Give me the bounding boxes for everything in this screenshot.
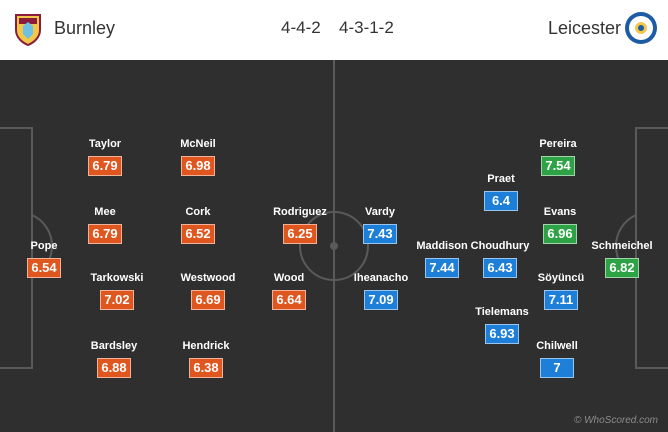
home-player[interactable]: Pope 6.54 xyxy=(4,240,84,278)
player-rating-badge: 7.09 xyxy=(364,290,398,310)
pitch: Taylor 6.79 McNeil 6.98 Mee 6.79 Cork 6.52 Rodri… xyxy=(0,60,668,432)
home-player[interactable]: Mee 6.79 xyxy=(65,206,145,244)
player-rating-badge: 6.4 xyxy=(484,191,518,211)
player-rating-badge: 6.79 xyxy=(88,156,122,176)
player-rating-badge: 7.43 xyxy=(363,224,397,244)
home-player[interactable]: Rodriguez 6.25 xyxy=(260,206,340,244)
player-rating-badge: 7.02 xyxy=(100,290,134,310)
player-rating-badge: 7 xyxy=(540,358,574,378)
home-player[interactable]: Cork 6.52 xyxy=(158,206,238,244)
player-rating-badge: 6.82 xyxy=(605,258,639,278)
home-player[interactable]: McNeil 6.98 xyxy=(158,138,238,176)
player-name: Vardy xyxy=(365,206,395,218)
away-player[interactable]: Vardy 7.43 xyxy=(340,206,420,244)
player-rating-badge: 7.54 xyxy=(541,156,575,176)
home-player[interactable]: Taylor 6.79 xyxy=(65,138,145,176)
away-player[interactable]: Praet 6.4 xyxy=(461,173,541,211)
player-rating-badge: 7.44 xyxy=(425,258,459,278)
player-name: Taylor xyxy=(88,138,122,150)
player-name: Chilwell xyxy=(536,340,578,352)
player-name: Evans xyxy=(543,206,577,218)
player-name: Pereira xyxy=(539,138,577,150)
away-player[interactable]: Schmeichel 6.82 xyxy=(582,240,662,278)
watermark: © WhoScored.com xyxy=(573,415,658,426)
player-rating-badge: 6.43 xyxy=(483,258,517,278)
player-rating-badge: 6.54 xyxy=(27,258,61,278)
match-header: Burnley 4-4-2 4-3-1-2 Leicester xyxy=(0,0,668,60)
player-name: Bardsley xyxy=(90,340,138,352)
home-formation: 4-4-2 xyxy=(281,18,321,37)
home-player[interactable]: Westwood 6.69 xyxy=(168,272,248,310)
away-player[interactable]: Iheanacho 7.09 xyxy=(341,272,421,310)
player-rating-badge: 6.93 xyxy=(485,324,519,344)
away-player[interactable]: Tielemans 6.93 xyxy=(462,306,542,344)
away-player[interactable]: Söyüncü 7.11 xyxy=(521,272,601,310)
player-rating-badge: 7.11 xyxy=(544,290,578,310)
home-player[interactable]: Tarkowski 7.02 xyxy=(77,272,157,310)
player-name: Tarkowski xyxy=(90,272,144,284)
player-name: Hendrick xyxy=(182,340,230,352)
player-rating-badge: 6.64 xyxy=(272,290,306,310)
leicester-crest-icon xyxy=(625,12,657,44)
away-player[interactable]: Pereira 7.54 xyxy=(518,138,598,176)
away-player[interactable]: Chilwell 7 xyxy=(517,340,597,378)
player-rating-badge: 6.25 xyxy=(283,224,317,244)
home-player[interactable]: Hendrick 6.38 xyxy=(166,340,246,378)
player-name: Cork xyxy=(185,206,211,218)
player-rating-badge: 6.88 xyxy=(97,358,131,378)
burnley-crest-icon xyxy=(15,14,41,46)
player-rating-badge: 6.96 xyxy=(543,224,577,244)
player-name: Choudhury xyxy=(470,240,530,252)
away-team-name: Leicester xyxy=(548,18,622,38)
player-name: Praet xyxy=(487,173,515,185)
player-name: Westwood xyxy=(180,272,236,284)
player-name: Maddison xyxy=(416,240,468,252)
player-rating-badge: 6.79 xyxy=(88,224,122,244)
player-rating-badge: 6.98 xyxy=(181,156,215,176)
home-player[interactable]: Wood 6.64 xyxy=(249,272,329,310)
player-name: Söyüncü xyxy=(537,272,585,284)
away-player[interactable]: Choudhury 6.43 xyxy=(460,240,540,278)
player-name: Tielemans xyxy=(475,306,529,318)
player-rating-badge: 6.38 xyxy=(189,358,223,378)
player-name: Wood xyxy=(273,272,305,284)
home-team-name: Burnley xyxy=(54,18,116,38)
player-name: Rodriguez xyxy=(273,206,327,218)
player-name: Schmeichel xyxy=(591,240,653,252)
away-player[interactable]: Evans 6.96 xyxy=(520,206,600,244)
away-formation: 4-3-1-2 xyxy=(339,18,394,37)
player-name: Iheanacho xyxy=(353,272,409,284)
player-rating-badge: 6.69 xyxy=(191,290,225,310)
away-player[interactable]: Maddison 7.44 xyxy=(402,240,482,278)
player-name: Pope xyxy=(30,240,58,252)
home-player[interactable]: Bardsley 6.88 xyxy=(74,340,154,378)
player-name: Mee xyxy=(94,206,116,218)
player-name: McNeil xyxy=(180,138,216,150)
player-rating-badge: 6.52 xyxy=(181,224,215,244)
